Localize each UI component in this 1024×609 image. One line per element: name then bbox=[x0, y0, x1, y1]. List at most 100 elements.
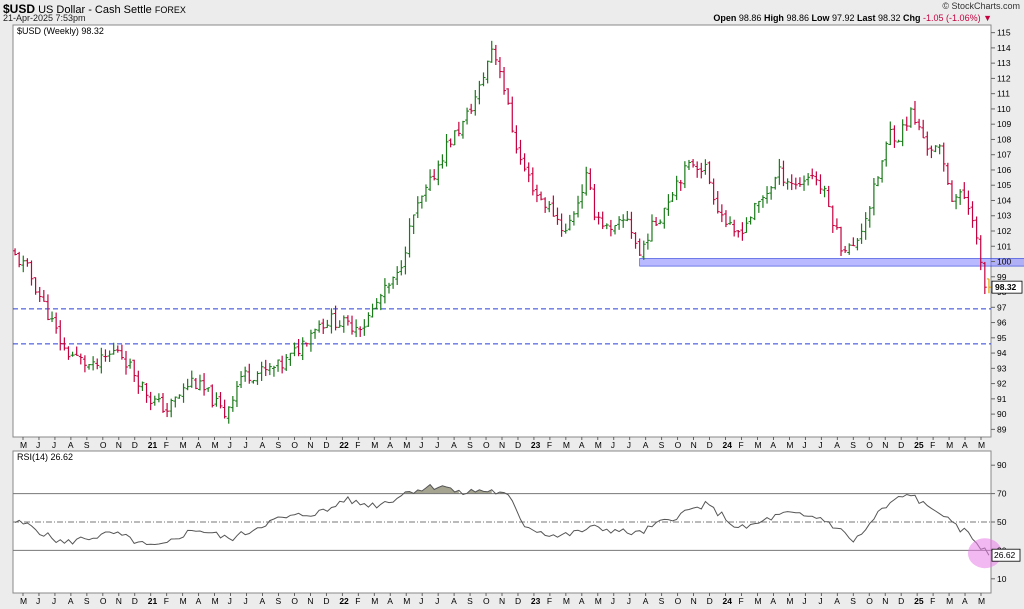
ohlc-bar bbox=[95, 358, 100, 370]
ohlc-bar bbox=[477, 80, 482, 105]
x-tick-label: O bbox=[100, 440, 107, 450]
ohlc-bar bbox=[226, 406, 231, 424]
ohlc-bar bbox=[699, 162, 704, 179]
ohlc-bar bbox=[255, 371, 260, 385]
x-tick-label: F bbox=[930, 596, 935, 606]
x-tick-label: M bbox=[786, 440, 793, 450]
ohlc-bar bbox=[633, 232, 638, 249]
x-tick-label: S bbox=[467, 596, 473, 606]
ohlc-bar bbox=[695, 161, 700, 178]
ohlc-bar bbox=[929, 145, 934, 159]
x-tick-label: M bbox=[212, 440, 219, 450]
x-tick-label: 25 bbox=[914, 596, 924, 606]
x-tick-label: O bbox=[291, 440, 298, 450]
ohlc-bar bbox=[354, 319, 359, 338]
symbol: $USD bbox=[3, 2, 36, 16]
ohlc-bar bbox=[954, 194, 959, 210]
x-tick-label: M bbox=[371, 596, 378, 606]
ohlc-bar bbox=[818, 174, 823, 194]
x-tick-label: J bbox=[611, 440, 615, 450]
ohlc-bar bbox=[230, 396, 235, 412]
ohlc-bar bbox=[440, 154, 445, 169]
ohlc-bar bbox=[136, 370, 141, 394]
ohlc-bar bbox=[66, 346, 71, 360]
ohlc-bar bbox=[884, 141, 889, 167]
ohlc-bar bbox=[189, 370, 194, 388]
ohlc-bar bbox=[29, 260, 34, 286]
x-tick-label: D bbox=[898, 596, 904, 606]
ohlc-bar bbox=[608, 219, 613, 237]
ohlc-bar bbox=[880, 160, 885, 183]
x-tick-label: 23 bbox=[531, 440, 541, 450]
x-tick-label: D bbox=[323, 596, 329, 606]
ohlc-bar bbox=[391, 276, 396, 289]
ohlc-bar bbox=[629, 211, 634, 239]
ohlc-bar bbox=[834, 218, 839, 230]
x-tick-label: N bbox=[882, 440, 888, 450]
ohlc-bar bbox=[41, 289, 46, 302]
x-tick-label: D bbox=[898, 440, 904, 450]
ohlc-bar bbox=[789, 174, 794, 191]
ohlc-bar bbox=[649, 214, 654, 242]
ohlc-bar bbox=[719, 204, 724, 223]
ohlc-bar bbox=[395, 266, 400, 286]
price-tick-label: 92 bbox=[997, 379, 1007, 389]
ohlc-bar bbox=[522, 153, 527, 172]
ohlc-bar bbox=[917, 118, 922, 131]
chart-header: $USD US Dollar - Cash Settle FOREX 21-Ap… bbox=[0, 0, 1024, 24]
x-tick-label: M bbox=[978, 596, 985, 606]
ohlc-bar bbox=[600, 211, 605, 230]
stat-value-low: 97.92 bbox=[831, 13, 855, 23]
ohlc-bar bbox=[637, 238, 642, 256]
ohlc-bar bbox=[892, 125, 897, 148]
x-tick-label: M bbox=[946, 596, 953, 606]
x-tick-label: J bbox=[228, 596, 232, 606]
ohlc-bar bbox=[978, 235, 983, 271]
x-tick-label: A bbox=[68, 440, 74, 450]
ohlc-bar bbox=[202, 373, 207, 396]
ohlc-bar bbox=[752, 202, 757, 221]
brand-watermark: © StockCharts.com bbox=[942, 1, 1020, 11]
x-tick-label: 22 bbox=[339, 596, 349, 606]
x-tick-label: F bbox=[355, 596, 360, 606]
ohlc-bar bbox=[797, 177, 802, 187]
price-tick-label: 91 bbox=[997, 394, 1007, 404]
ohlc-bar bbox=[185, 378, 190, 391]
rsi-line bbox=[14, 483, 990, 556]
ohlc-bar bbox=[169, 398, 174, 418]
ohlc-bar bbox=[378, 293, 383, 311]
ohlc-bar bbox=[621, 214, 626, 228]
price-tick-label: 99 bbox=[997, 272, 1007, 282]
x-tick-label: J bbox=[627, 440, 631, 450]
ohlc-bar bbox=[765, 186, 770, 204]
x-tick-label: M bbox=[946, 440, 953, 450]
x-tick-label: J bbox=[228, 440, 232, 450]
ohlc-bar bbox=[534, 184, 539, 203]
ohlc-bar bbox=[239, 371, 244, 389]
x-tick-label: J bbox=[52, 440, 56, 450]
ohlc-bar bbox=[925, 131, 930, 156]
rsi-tick-label: 10 bbox=[997, 574, 1007, 584]
x-tick-label: M bbox=[786, 596, 793, 606]
stat-value-last: 98.32 bbox=[878, 13, 901, 23]
ohlc-bar bbox=[218, 392, 223, 409]
ohlc-bar bbox=[855, 238, 860, 251]
ohlc-bar bbox=[419, 195, 424, 209]
rsi-tick-label: 90 bbox=[997, 460, 1007, 470]
x-tick-label: 21 bbox=[148, 596, 158, 606]
ohlc-bar bbox=[99, 347, 104, 374]
ohlc-bar bbox=[432, 169, 437, 181]
ohlc-bar bbox=[452, 130, 457, 146]
x-tick-label: S bbox=[659, 440, 665, 450]
ohlc-bar bbox=[703, 159, 708, 175]
x-tick-label: N bbox=[499, 596, 505, 606]
ohlc-bar bbox=[502, 67, 507, 95]
price-tick-label: 113 bbox=[997, 58, 1011, 68]
ohlc-bar bbox=[493, 44, 498, 65]
ohlc-bar bbox=[526, 162, 531, 183]
price-panel-title: $USD (Weekly) 98.32 bbox=[17, 26, 104, 36]
ohlc-bar bbox=[259, 361, 264, 381]
x-tick-label: F bbox=[739, 440, 744, 450]
x-tick-label: J bbox=[419, 440, 423, 450]
ohlc-bar bbox=[756, 200, 761, 213]
